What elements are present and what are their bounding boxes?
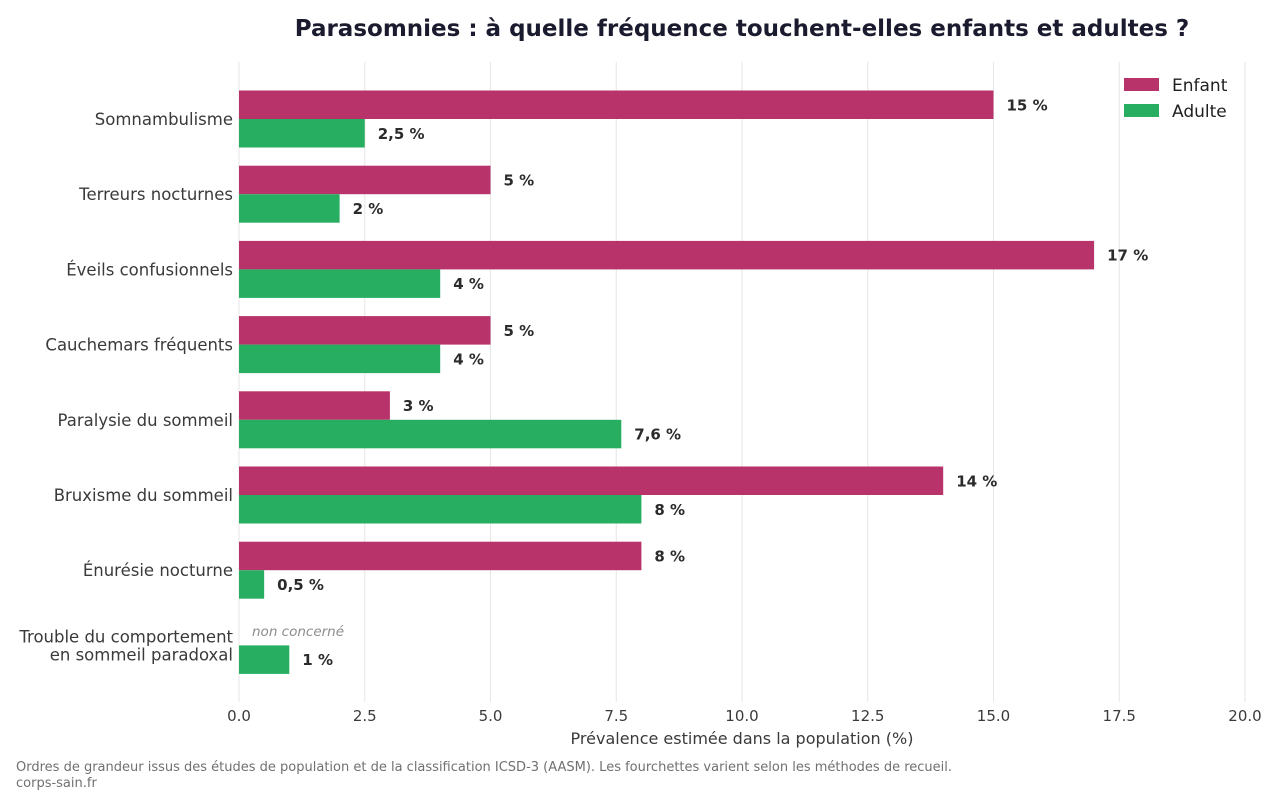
legend-label: Enfant: [1172, 76, 1228, 96]
x-tick-label: 17.5: [1103, 707, 1136, 725]
category-label: Somnambulisme: [95, 110, 233, 129]
category-label: Paralysie du sommeil: [58, 411, 233, 430]
site-credit: corps-sain.fr: [16, 776, 97, 791]
x-axis-ticks: 0.0 2.5 5.0 7.5 10.0 12.5 15.0 17.5 20.0: [227, 707, 1262, 725]
data-label: 17 %: [1107, 247, 1148, 265]
bar-child: [239, 466, 944, 495]
data-label: 15 %: [1007, 96, 1048, 114]
not-applicable-label: non concerné: [252, 624, 344, 640]
data-label: 5 %: [504, 322, 535, 340]
data-label: 8 %: [654, 501, 685, 519]
category-label: Énurésie nocturne: [83, 561, 233, 580]
bar-child: [239, 90, 994, 119]
bar-child: [239, 541, 642, 571]
x-tick-label: 2.5: [353, 707, 377, 725]
data-label: 2 %: [353, 200, 384, 218]
category-labels: Somnambulisme Terreurs nocturnes Éveils co…: [18, 110, 233, 664]
bar-child: [239, 240, 1095, 270]
chart: 15 % 2,5 % 5 % 2 % 17 % 4 % 5 % 4 % 3 % 7,6 % 14 %…: [18, 16, 1262, 748]
x-tick-label: 7.5: [604, 707, 628, 725]
bars: [239, 90, 1095, 674]
x-tick-label: 10.0: [725, 707, 758, 725]
x-tick-label: 20.0: [1228, 707, 1261, 725]
data-label: 2,5 %: [378, 125, 425, 143]
chart-title: Parasomnies : à quelle fréquence touchen…: [295, 16, 1190, 42]
bar-adult: [239, 495, 642, 524]
bar-adult: [239, 419, 622, 449]
x-tick-label: 0.0: [227, 707, 251, 725]
data-label: 4 %: [453, 350, 484, 368]
legend-swatch: [1124, 78, 1159, 91]
data-label: 3 %: [403, 397, 434, 415]
data-label: 5 %: [504, 171, 535, 189]
bar-child: [239, 391, 390, 420]
data-label: 0,5 %: [277, 576, 324, 594]
bar-adult: [239, 194, 340, 223]
bar-adult: [239, 119, 365, 148]
bar-adult: [239, 645, 290, 674]
data-label: 1 %: [302, 651, 333, 669]
x-axis-label: Prévalence estimée dans la population (%…: [571, 729, 914, 748]
x-tick-label: 15.0: [977, 707, 1010, 725]
source-note: Ordres de grandeur issus des études de p…: [16, 760, 953, 775]
bar-adult: [239, 344, 441, 374]
category-label: Cauchemars fréquents: [45, 336, 233, 355]
data-label: 8 %: [654, 547, 685, 565]
bar-adult: [239, 269, 441, 298]
data-label: 4 %: [453, 275, 484, 293]
category-label: Terreurs nocturnes: [78, 185, 233, 204]
bar-child: [239, 316, 491, 345]
bar-adult: [239, 570, 265, 599]
x-tick-label: 5.0: [479, 707, 503, 725]
category-label: Trouble du comportement: [18, 627, 233, 646]
bar-child: [239, 165, 491, 195]
legend-label: Adulte: [1172, 102, 1227, 122]
gridlines: [238, 62, 1246, 702]
legend: Enfant Adulte: [1124, 76, 1228, 122]
data-label: 7,6 %: [634, 426, 681, 444]
category-label: en sommeil paradoxal: [50, 645, 233, 664]
legend-swatch: [1124, 104, 1159, 117]
category-label: Éveils confusionnels: [66, 260, 233, 279]
category-label: Bruxisme du sommeil: [54, 486, 233, 505]
data-labels: 15 % 2,5 % 5 % 2 % 17 % 4 % 5 % 4 % 3 % 7,6 % 14 %…: [252, 96, 1148, 669]
x-tick-label: 12.5: [851, 707, 884, 725]
data-label: 14 %: [956, 472, 997, 490]
